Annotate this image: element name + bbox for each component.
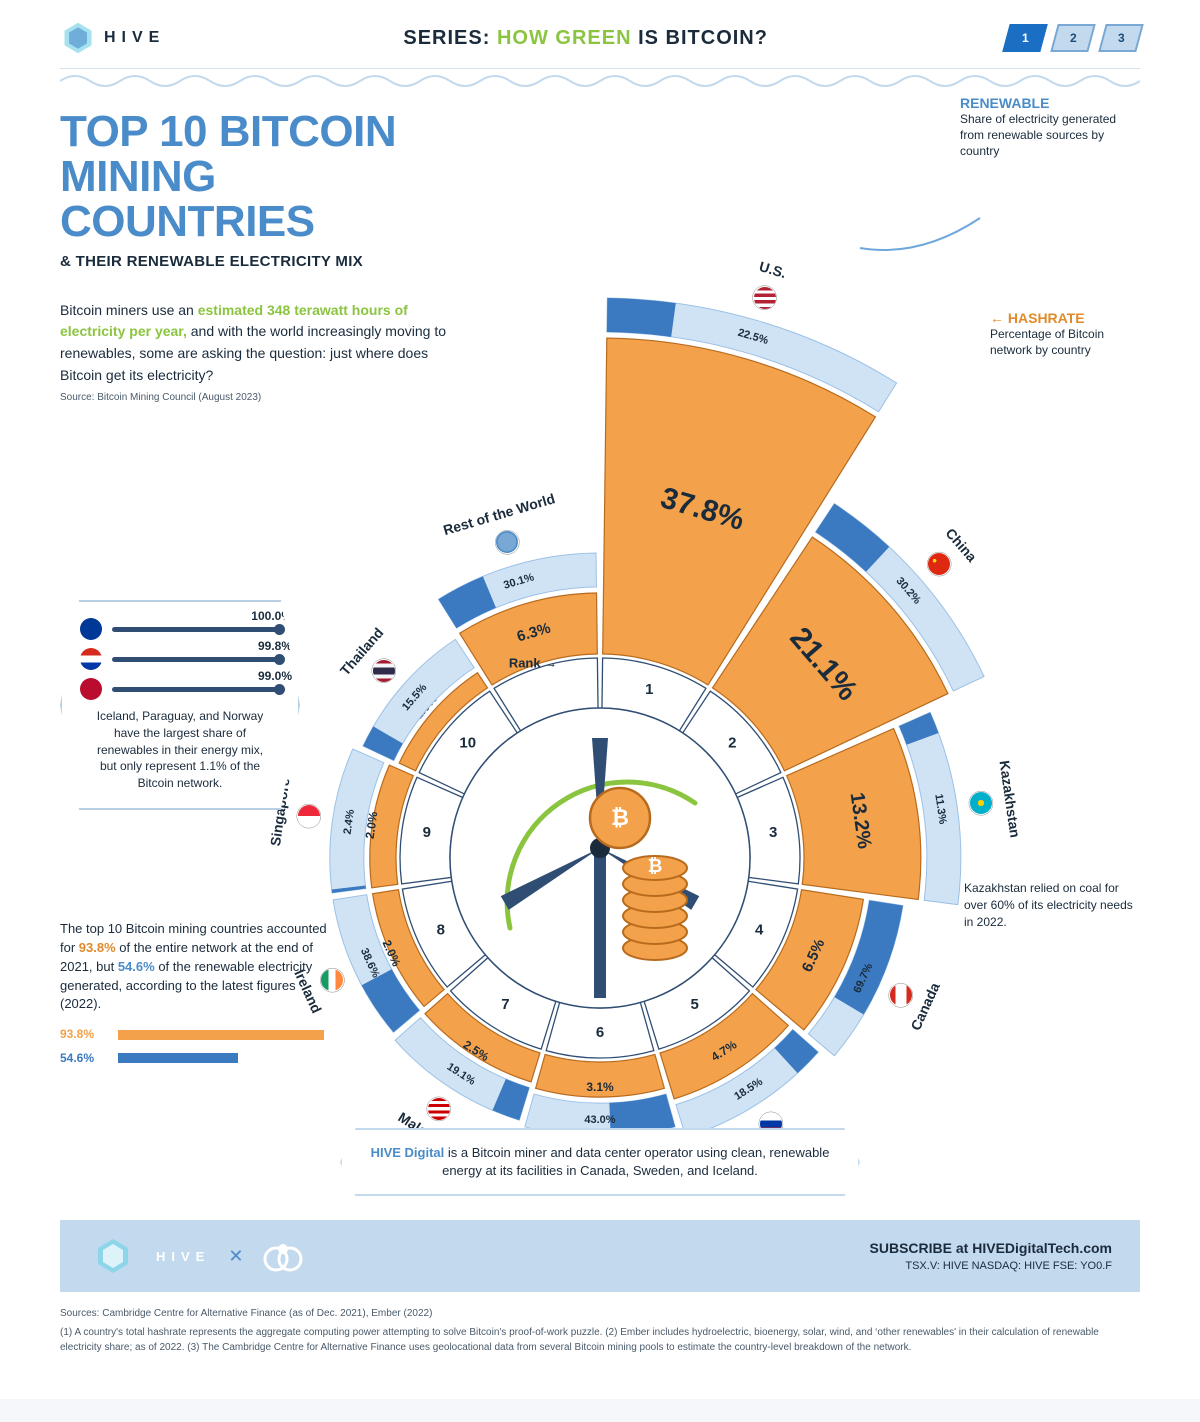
rank-number: 2 bbox=[728, 734, 736, 751]
mini-callout: 100.0% 99.8% 99.0% Iceland, Paraguay, an… bbox=[60, 600, 300, 810]
rank-number: 3 bbox=[769, 824, 777, 841]
title-main: TOP 10 BITCOIN MINING COUNTRIES bbox=[60, 110, 480, 245]
country-label: Kazakhstan bbox=[996, 759, 1023, 838]
footer-callout: HIVE Digital is a Bitcoin miner and data… bbox=[340, 1128, 860, 1196]
rank-number: 6 bbox=[596, 1024, 604, 1041]
title-block: TOP 10 BITCOIN MINING COUNTRIES & THEIR … bbox=[60, 110, 480, 403]
stat-bar: 93.8% bbox=[60, 1026, 340, 1043]
legend-hashrate: HASHRATE Percentage of Bitcoin network b… bbox=[990, 310, 1140, 358]
header: HIVE SERIES: HOW GREEN IS BITCOIN? 123 bbox=[60, 0, 1140, 69]
pager: 123 bbox=[1006, 24, 1140, 52]
mini-bar: 100.0% bbox=[80, 618, 280, 640]
country-label: U.S. bbox=[757, 258, 788, 281]
stat-note: The top 10 Bitcoin mining countries acco… bbox=[60, 920, 340, 1073]
rank-number: 4 bbox=[755, 922, 764, 939]
logo-text: HIVE bbox=[104, 29, 165, 47]
rank-number: 8 bbox=[437, 922, 445, 939]
footer-logo-icon bbox=[88, 1236, 138, 1276]
intro: Bitcoin miners use an estimated 348 tera… bbox=[60, 300, 460, 404]
pager-page-1[interactable]: 1 bbox=[1002, 24, 1048, 52]
renew-fill bbox=[607, 298, 676, 337]
pager-page-3[interactable]: 3 bbox=[1098, 24, 1144, 52]
series-title: SERIES: HOW GREEN IS BITCOIN? bbox=[185, 27, 986, 50]
rank-number: 7 bbox=[501, 996, 509, 1013]
rank-number: 1 bbox=[645, 681, 653, 698]
legend-renewable: RENEWABLE Share of electricity generated… bbox=[960, 95, 1140, 160]
country-label: Canada bbox=[907, 980, 943, 1033]
svg-text:₿: ₿ bbox=[648, 856, 663, 876]
legend-arrow bbox=[860, 218, 980, 250]
footer: HIVE ✕ SUBSCRIBE at HIVEDigitalTech.com … bbox=[60, 1220, 1140, 1292]
footer-x-icon: ✕ bbox=[228, 1246, 243, 1267]
tickers: TSX.V: HIVE NASDAQ: HIVE FSE: YO0.F bbox=[870, 1260, 1112, 1272]
mini-callout-text: Iceland, Paraguay, and Norway have the l… bbox=[80, 708, 280, 792]
footer-partner-icon bbox=[261, 1239, 305, 1273]
rank-label: Rank → bbox=[509, 655, 557, 670]
logo: HIVE bbox=[60, 20, 165, 56]
kazakhstan-note: Kazakhstan relied on coal for over 60% o… bbox=[964, 880, 1134, 930]
footer-logo-text: HIVE bbox=[156, 1249, 210, 1264]
pager-page-2[interactable]: 2 bbox=[1050, 24, 1096, 52]
subscribe-label: SUBSCRIBE bbox=[870, 1240, 952, 1256]
stat-bar: 54.6% bbox=[60, 1050, 340, 1067]
logo-icon bbox=[60, 20, 96, 56]
rank-number: 10 bbox=[459, 734, 476, 751]
rank-number: 5 bbox=[690, 996, 698, 1013]
sources: Sources: Cambridge Centre for Alternativ… bbox=[60, 1306, 1140, 1355]
title-sub: & THEIR RENEWABLE ELECTRICITY MIX bbox=[60, 253, 480, 270]
hashrate-label: 3.1% bbox=[586, 1080, 614, 1094]
mini-bar: 99.8% bbox=[80, 648, 280, 670]
svg-text:₿: ₿ bbox=[611, 805, 629, 830]
renew-label: 43.0% bbox=[584, 1114, 615, 1126]
divider-squiggle bbox=[60, 69, 1140, 93]
rank-number: 9 bbox=[423, 824, 431, 841]
mini-bar: 99.0% bbox=[80, 678, 280, 700]
